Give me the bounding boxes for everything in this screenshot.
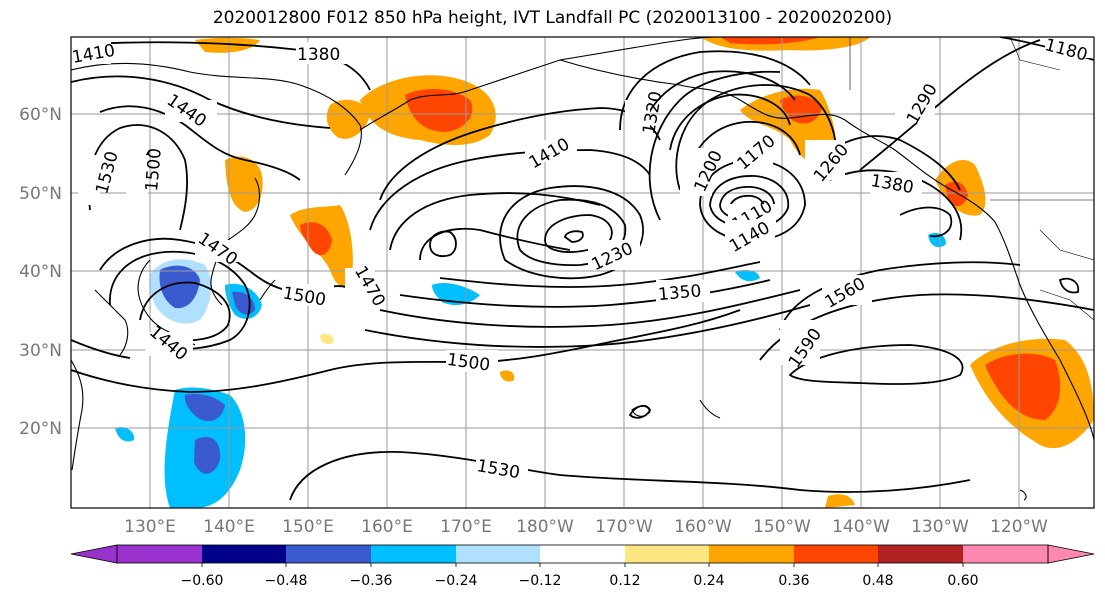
colorbar-tick-label: 0.12 bbox=[609, 573, 640, 589]
lon-label: 150°W bbox=[753, 517, 811, 537]
lon-label: 130°E bbox=[124, 517, 176, 537]
colorbar: −0.60 −0.48 −0.36 −0.24 −0.12 0.12 0.24 … bbox=[70, 544, 1095, 589]
colorbar-tick-label: 0.48 bbox=[862, 573, 893, 589]
contour-label: 1380 bbox=[297, 45, 340, 65]
lat-label: 40°N bbox=[19, 262, 62, 282]
colorbar-segment bbox=[456, 545, 540, 563]
colorbar-segment bbox=[371, 545, 456, 563]
lat-label: 50°N bbox=[19, 184, 62, 204]
lon-label: 160°W bbox=[674, 517, 732, 537]
colorbar-extend-high bbox=[1047, 544, 1095, 564]
lat-label: 60°N bbox=[19, 105, 62, 125]
colorbar-segment bbox=[794, 545, 878, 563]
colorbar-tick-label: 0.36 bbox=[778, 573, 809, 589]
lon-label: 160°E bbox=[361, 517, 413, 537]
coastlines bbox=[71, 37, 1094, 501]
lat-label: 20°N bbox=[19, 419, 62, 439]
longitude-labels: 130°E 140°E 150°E 160°E 170°E 180°W 170°… bbox=[124, 517, 1048, 537]
colorbar-segment bbox=[963, 545, 1048, 563]
colorbar-tick-label: −0.60 bbox=[181, 573, 224, 589]
colorbar-tick-label: −0.36 bbox=[350, 573, 393, 589]
lon-label: 170°E bbox=[440, 517, 492, 537]
lon-label: 130°W bbox=[911, 517, 969, 537]
colorbar-segment bbox=[540, 545, 625, 563]
country-borders bbox=[849, 37, 1094, 321]
colorbar-extend-low bbox=[70, 544, 118, 564]
latitude-labels: 60°N 50°N 40°N 30°N 20°N bbox=[19, 105, 62, 439]
lat-label: 30°N bbox=[19, 341, 62, 361]
colorbar-segment bbox=[202, 545, 286, 563]
colorbar-tick-label: −0.12 bbox=[519, 573, 562, 589]
colorbar-tick-label: −0.24 bbox=[435, 573, 478, 589]
colorbar-tick-label: 0.60 bbox=[947, 573, 978, 589]
lon-label: 150°E bbox=[282, 517, 334, 537]
lon-label: 140°E bbox=[203, 517, 255, 537]
lon-label: 140°W bbox=[832, 517, 890, 537]
contour-label: 1350 bbox=[657, 281, 702, 305]
map-frame bbox=[70, 36, 1095, 509]
figure-title: 2020012800 F012 850 hPa height, IVT Land… bbox=[212, 8, 893, 28]
colorbar-segment bbox=[625, 545, 709, 563]
contour-label: 1500 bbox=[142, 147, 166, 192]
colorbar-segment bbox=[878, 545, 963, 563]
lon-label: 170°W bbox=[595, 517, 653, 537]
lon-label: 180°W bbox=[516, 517, 574, 537]
lon-label: 120°W bbox=[990, 517, 1048, 537]
contour-label-group: 1410 1380 1440 1530 1500 1470 1500 1470 … bbox=[71, 35, 1094, 483]
colorbar-segment bbox=[286, 545, 371, 563]
colorbar-tick-label: 0.24 bbox=[693, 573, 724, 589]
colorbar-tick-label: −0.48 bbox=[265, 573, 308, 589]
colorbar-segment bbox=[709, 545, 794, 563]
colorbar-segment bbox=[117, 545, 202, 563]
